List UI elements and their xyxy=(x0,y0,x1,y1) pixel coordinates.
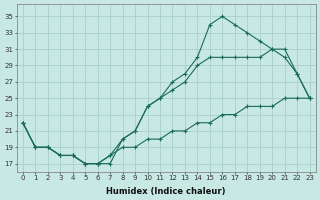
X-axis label: Humidex (Indice chaleur): Humidex (Indice chaleur) xyxy=(107,187,226,196)
